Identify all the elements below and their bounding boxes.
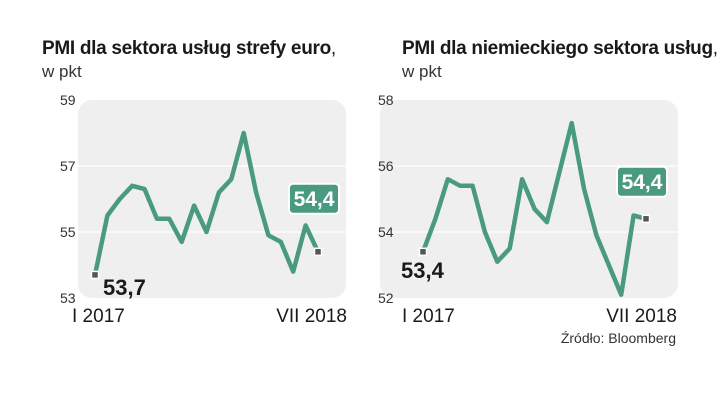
x-end-label: VII 2018 <box>276 306 347 327</box>
end-marker <box>313 247 323 257</box>
x-end-label: VII 2018 <box>606 306 677 327</box>
plot-area <box>78 100 346 298</box>
start-marker <box>418 247 428 257</box>
line-chart-eurozone: 53 55 57 59 53,7 54,4 I 2017 VII 2018 <box>60 92 347 327</box>
chart-unit: w pkt <box>402 62 442 81</box>
end-marker <box>641 214 651 224</box>
chart-title: PMI dla sektora usług strefy euro, <box>42 38 336 59</box>
source-note: Źródło: Bloomberg <box>560 330 676 346</box>
chart-unit: w pkt <box>42 62 82 81</box>
x-start-label: I 2017 <box>72 306 125 327</box>
series-line <box>92 130 321 278</box>
y-tick-label: 53 <box>60 290 76 306</box>
start-marker <box>90 270 100 280</box>
line-chart-germany: 52 54 56 58 53,4 54,4 I 2017 VII 2018 <box>378 92 678 327</box>
end-value-label: 54,4 <box>294 188 335 211</box>
y-tick-label: 56 <box>378 158 394 174</box>
chart-panel-germany: PMI dla niemieckiego sektora usług, w pk… <box>360 0 720 405</box>
start-value-label: 53,4 <box>401 258 445 283</box>
chart-title: PMI dla niemieckiego sektora usług, <box>402 38 718 59</box>
chart-panel-eurozone: PMI dla sektora usług strefy euro, w pkt… <box>42 38 347 327</box>
start-value-label: 53,7 <box>103 275 146 300</box>
end-value-label: 54,4 <box>622 171 663 194</box>
series-line <box>420 120 649 297</box>
y-tick-label: 52 <box>378 290 394 306</box>
y-tick-label: 55 <box>60 224 76 240</box>
y-tick-label: 54 <box>378 224 394 240</box>
end-value-badge <box>616 165 668 198</box>
end-value-badge <box>288 182 340 215</box>
x-start-label: I 2017 <box>402 306 455 327</box>
y-tick-label: 57 <box>60 158 76 174</box>
y-tick-label: 58 <box>378 92 394 108</box>
y-tick-label: 59 <box>60 92 76 108</box>
